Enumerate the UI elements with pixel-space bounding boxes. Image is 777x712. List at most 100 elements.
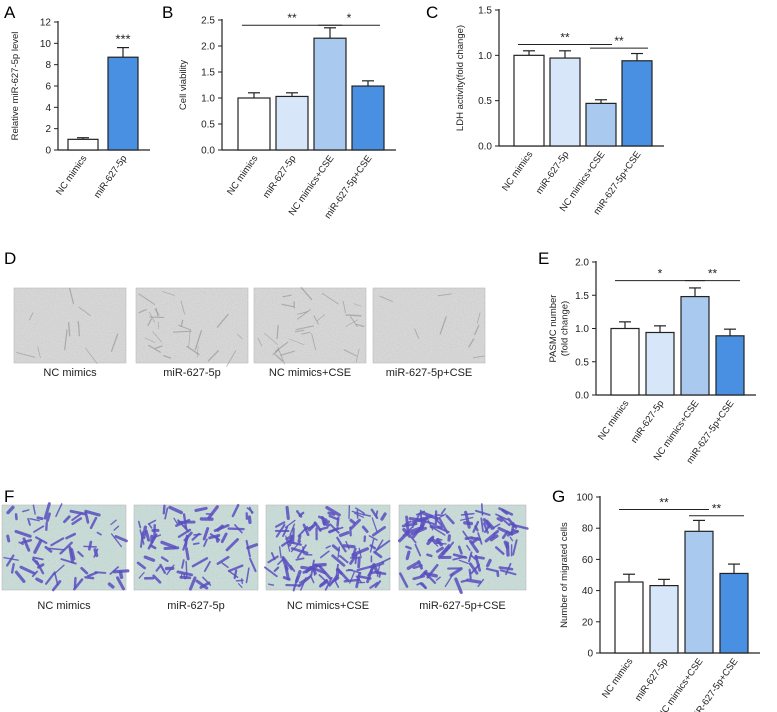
cell-mark <box>70 548 76 561</box>
cell-mark <box>351 547 370 557</box>
y-tick-label: 40 <box>582 586 594 597</box>
cell-mark <box>37 346 41 358</box>
y-axis-label: Relative miR-627-5p level <box>10 32 21 141</box>
cell-mark <box>267 583 275 586</box>
y-tick-label: 2.0 <box>201 42 215 53</box>
cell-mark <box>285 505 290 520</box>
cell-mark <box>484 529 499 543</box>
cell-mark <box>436 537 443 547</box>
cell-mark <box>183 573 187 580</box>
cell-mark <box>96 531 102 536</box>
cell-mark <box>215 535 219 543</box>
cell-mark <box>376 564 381 577</box>
bar <box>67 138 99 151</box>
cell-mark <box>21 538 33 544</box>
cell-mark <box>195 579 209 590</box>
cell-mark <box>419 569 428 578</box>
chart-ldh-activity: 0.0 0.5 1.0 1.5 LDH activity(fold change) NC … <box>455 6 664 217</box>
cell-mark <box>295 557 305 561</box>
cell-mark <box>468 551 473 563</box>
x-tick-label: NC mimics <box>500 149 535 193</box>
panel-letter-f: F <box>4 487 14 506</box>
cell-mark <box>5 554 15 567</box>
cell-mark <box>328 514 339 521</box>
cell-mark <box>172 330 192 333</box>
cell-mark <box>371 526 386 537</box>
cell-mark <box>405 515 410 534</box>
cell-mark <box>399 572 409 588</box>
bar <box>645 331 675 396</box>
y-tick-label: 1.0 <box>201 94 215 105</box>
cell-mark <box>10 562 15 574</box>
y-tick-label: 80 <box>582 524 594 535</box>
cell-mark <box>367 564 376 577</box>
cell-mark <box>247 515 252 524</box>
cell-mark <box>107 582 115 589</box>
cell-mark <box>289 523 296 536</box>
cell-mark <box>290 540 302 553</box>
micrograph-label: miR-627-5p+CSE <box>419 600 506 612</box>
y-tick-label: 0.0 <box>201 146 215 157</box>
bar <box>680 295 710 396</box>
cell-mark <box>176 570 194 577</box>
bar <box>684 530 714 654</box>
cell-mark <box>368 535 378 541</box>
y-tick-label: 2.5 <box>201 16 215 27</box>
cell-mark <box>278 546 282 559</box>
cell-mark <box>264 332 278 345</box>
cell-mark <box>313 315 319 325</box>
cell-mark <box>345 319 358 327</box>
cell-mark <box>257 337 263 347</box>
cell-mark <box>411 512 421 528</box>
cell-mark <box>475 509 491 516</box>
cell-mark <box>357 575 372 580</box>
cell-mark <box>64 329 68 351</box>
cell-mark <box>336 536 347 553</box>
micrograph-label: NC mimics+CSE <box>269 367 351 379</box>
cell-mark <box>509 536 514 542</box>
cell-mark <box>482 522 489 534</box>
cell-mark <box>177 519 190 533</box>
cell-mark <box>282 294 292 298</box>
cell-mark <box>404 520 412 526</box>
cell-mark <box>297 308 311 320</box>
cell-mark <box>180 572 183 579</box>
cell-mark <box>87 540 93 551</box>
cell-mark <box>207 505 219 520</box>
y-tick-label: 10 <box>40 39 52 50</box>
cell-mark <box>245 567 250 584</box>
cell-mark <box>110 533 123 548</box>
cell-mark <box>371 517 378 533</box>
cell-mark <box>22 509 30 513</box>
cell-mark <box>216 313 229 328</box>
cell-mark <box>51 580 62 592</box>
x-tick-label: NC mimics <box>54 153 89 197</box>
micrograph-label: miR-627-5p <box>167 600 224 612</box>
chart-relative-mir-level: 0 2 4 6 8 10 12 Relative miR-627-5p level NC mim… <box>10 18 150 200</box>
cell-mark <box>60 558 77 565</box>
cell-mark <box>339 554 349 564</box>
cell-mark <box>307 522 317 532</box>
bar <box>313 37 347 151</box>
cell-mark <box>407 525 424 534</box>
cell-mark <box>14 570 26 583</box>
cell-mark <box>472 520 480 533</box>
cell-mark <box>452 553 468 559</box>
cell-mark <box>336 567 350 582</box>
cell-mark <box>181 559 185 569</box>
cell-mark <box>294 329 305 333</box>
y-tick-label: 1.0 <box>575 324 589 335</box>
cell-mark <box>320 516 326 526</box>
cell-mark <box>300 287 313 301</box>
cell-mark <box>80 566 89 575</box>
cell-mark <box>489 534 499 542</box>
cell-mark <box>458 559 469 565</box>
bar <box>715 335 745 396</box>
cell-mark <box>191 557 209 568</box>
cell-mark <box>77 551 84 558</box>
cell-mark <box>136 561 146 570</box>
cell-mark <box>431 539 439 547</box>
significance-label: ** <box>614 34 624 48</box>
cell-mark <box>159 563 167 574</box>
cell-mark <box>182 536 189 551</box>
